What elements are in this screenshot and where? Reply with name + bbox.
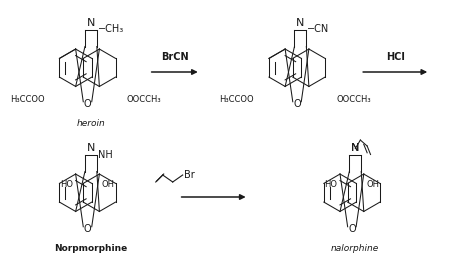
Text: O: O	[84, 224, 91, 234]
Text: NH: NH	[98, 150, 112, 159]
Text: O: O	[84, 99, 91, 109]
Text: OOCCH₃: OOCCH₃	[127, 95, 161, 104]
Text: HO: HO	[325, 180, 337, 189]
Text: HCl: HCl	[386, 52, 405, 62]
Text: H₃CCOO: H₃CCOO	[9, 95, 44, 104]
Text: O: O	[348, 224, 356, 234]
Text: HO: HO	[60, 180, 73, 189]
Text: N: N	[351, 143, 359, 153]
Text: −CH₃: −CH₃	[98, 25, 124, 34]
Text: Norpmorphine: Norpmorphine	[54, 244, 128, 253]
Text: N: N	[87, 18, 95, 28]
Text: N: N	[87, 143, 95, 153]
Text: Br: Br	[184, 170, 194, 180]
Text: N: N	[351, 143, 359, 153]
Text: heroin: heroin	[76, 119, 105, 128]
Text: OH: OH	[102, 180, 115, 189]
Text: OH: OH	[366, 180, 379, 189]
Text: −CN: −CN	[307, 25, 329, 34]
Text: nalorphine: nalorphine	[331, 244, 379, 253]
Text: O: O	[293, 99, 301, 109]
Text: H₃CCOO: H₃CCOO	[219, 95, 254, 104]
Text: OOCCH₃: OOCCH₃	[336, 95, 371, 104]
Text: N: N	[296, 18, 305, 28]
Text: BrCN: BrCN	[161, 52, 189, 62]
